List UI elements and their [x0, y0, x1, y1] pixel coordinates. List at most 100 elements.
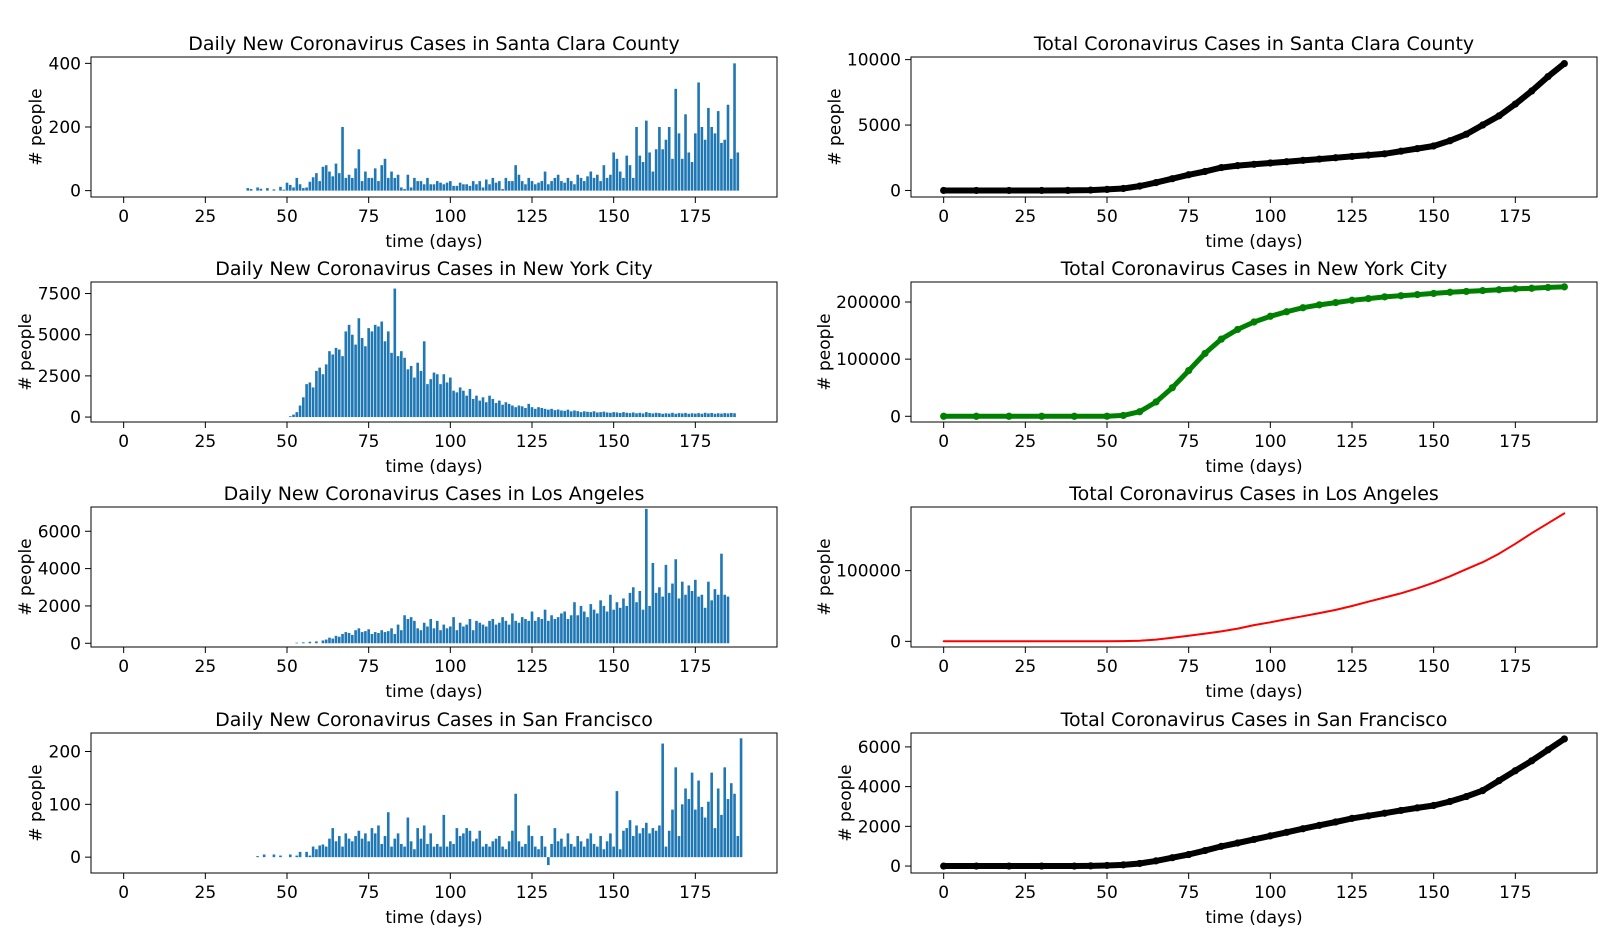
bar	[648, 152, 651, 191]
data-point	[1413, 290, 1421, 299]
data-point	[1185, 850, 1193, 859]
bar	[573, 410, 576, 418]
data-point	[1217, 842, 1225, 850]
bar	[511, 405, 514, 418]
x-tick-label: 125	[516, 657, 548, 677]
data-point	[1462, 792, 1470, 801]
data-point	[1315, 821, 1323, 829]
bar	[654, 412, 658, 418]
bar	[645, 120, 648, 191]
bar	[318, 367, 321, 418]
x-tick-label: 75	[1178, 432, 1200, 452]
bar	[416, 828, 419, 858]
data-point	[1168, 175, 1176, 183]
bar	[631, 177, 635, 191]
bar	[537, 617, 540, 644]
y-axis-label: # people	[826, 88, 846, 165]
bar	[645, 412, 648, 418]
bar	[351, 634, 354, 644]
bar	[507, 841, 511, 858]
bar	[429, 184, 433, 191]
bar	[716, 111, 720, 191]
bar	[315, 849, 318, 858]
bar	[501, 404, 504, 418]
bar	[589, 171, 593, 191]
x-tick-label: 175	[679, 207, 711, 227]
x-tick-label: 50	[1096, 432, 1118, 452]
bar	[566, 833, 570, 858]
y-axis-label: # people	[815, 538, 835, 615]
bar	[596, 613, 599, 644]
bar	[354, 630, 357, 644]
y-tick-label: 100	[49, 795, 81, 815]
bar	[638, 155, 642, 191]
chart-panel: Total Coronavirus Cases in New York City…	[815, 258, 1598, 477]
bar	[471, 841, 475, 858]
data-point	[1560, 59, 1568, 68]
bar	[279, 186, 282, 191]
bar	[413, 849, 416, 858]
data-point	[1364, 151, 1372, 159]
bar	[259, 188, 263, 191]
x-axis-label: time (days)	[385, 232, 482, 252]
bar	[344, 632, 348, 644]
bar	[524, 408, 527, 418]
bar	[680, 158, 684, 191]
bar	[292, 187, 295, 191]
x-tick-label: 0	[938, 432, 949, 452]
y-axis-label: # people	[836, 764, 856, 841]
bar	[641, 828, 645, 858]
bar	[246, 188, 250, 191]
bar	[697, 82, 700, 191]
bar	[331, 828, 335, 858]
bar	[429, 619, 433, 644]
bar	[455, 392, 459, 418]
data-point	[1528, 757, 1536, 765]
bar	[409, 187, 413, 191]
bar	[579, 412, 583, 418]
bar	[586, 176, 589, 191]
bar	[380, 321, 384, 418]
bar	[612, 412, 615, 418]
x-tick-label: 100	[434, 207, 466, 227]
data-point	[1332, 154, 1340, 162]
bar	[543, 846, 547, 858]
bar	[514, 793, 517, 858]
bar	[625, 155, 629, 191]
bar	[602, 849, 606, 858]
bar	[367, 841, 370, 858]
bar	[386, 331, 390, 418]
bar	[573, 184, 576, 191]
bar	[364, 346, 367, 418]
bar	[478, 622, 482, 644]
data-point	[1217, 335, 1225, 343]
bar	[445, 382, 449, 418]
bar	[298, 851, 302, 858]
y-tick-label: 0	[70, 408, 81, 428]
bar	[609, 833, 612, 858]
x-tick-label: 25	[195, 657, 217, 677]
bar	[628, 592, 632, 644]
bar	[716, 788, 720, 858]
bar	[416, 181, 419, 191]
x-tick-label: 75	[358, 657, 380, 677]
bar	[628, 820, 632, 858]
bar	[736, 836, 740, 858]
bar	[638, 833, 642, 858]
bar	[507, 403, 511, 418]
bar	[311, 387, 315, 418]
bar	[445, 846, 449, 858]
bar	[367, 328, 370, 418]
bar	[413, 177, 416, 191]
bar	[560, 838, 563, 858]
x-tick-label: 75	[358, 432, 380, 452]
bar	[569, 843, 573, 858]
data-point	[1446, 137, 1454, 145]
bar	[514, 620, 517, 644]
bar	[285, 182, 289, 191]
bar	[517, 405, 521, 418]
bar	[586, 411, 589, 418]
data-point	[1005, 186, 1013, 195]
bar	[344, 833, 348, 858]
bar	[596, 174, 599, 191]
